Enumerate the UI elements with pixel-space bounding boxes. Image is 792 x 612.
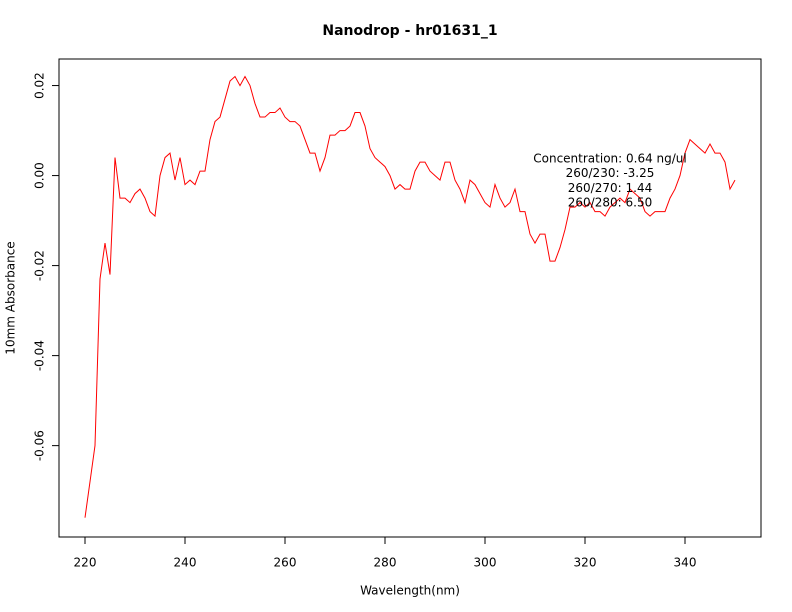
y-tick-label: -0.04 — [33, 340, 47, 371]
annotation: 260/280: 6.50 — [568, 196, 652, 210]
y-axis-label: 10mm Absorbance — [4, 241, 18, 354]
x-tick-label: 300 — [474, 556, 497, 570]
annotation: 260/270: 1.44 — [568, 181, 652, 195]
x-tick-label: 240 — [174, 556, 197, 570]
y-tick-label: -0.02 — [33, 250, 47, 281]
x-tick-label: 340 — [674, 556, 697, 570]
y-tick-label: 0.02 — [33, 72, 47, 99]
annotation: 260/230: -3.25 — [566, 166, 655, 180]
x-tick-label: 280 — [374, 556, 397, 570]
data-line — [84, 75, 736, 518]
x-axis-label: Wavelength(nm) — [360, 584, 460, 598]
x-tick-label: 320 — [574, 556, 597, 570]
annotation: Concentration: 0.64 ng/ul — [533, 152, 687, 166]
x-tick-label: 260 — [274, 556, 297, 570]
chart-title: Nanodrop - hr01631_1 — [322, 23, 497, 39]
plot-box — [58, 58, 762, 538]
x-tick-label: 220 — [74, 556, 97, 570]
y-tick-label: 0.00 — [33, 162, 47, 189]
y-tick-label: -0.06 — [33, 430, 47, 461]
